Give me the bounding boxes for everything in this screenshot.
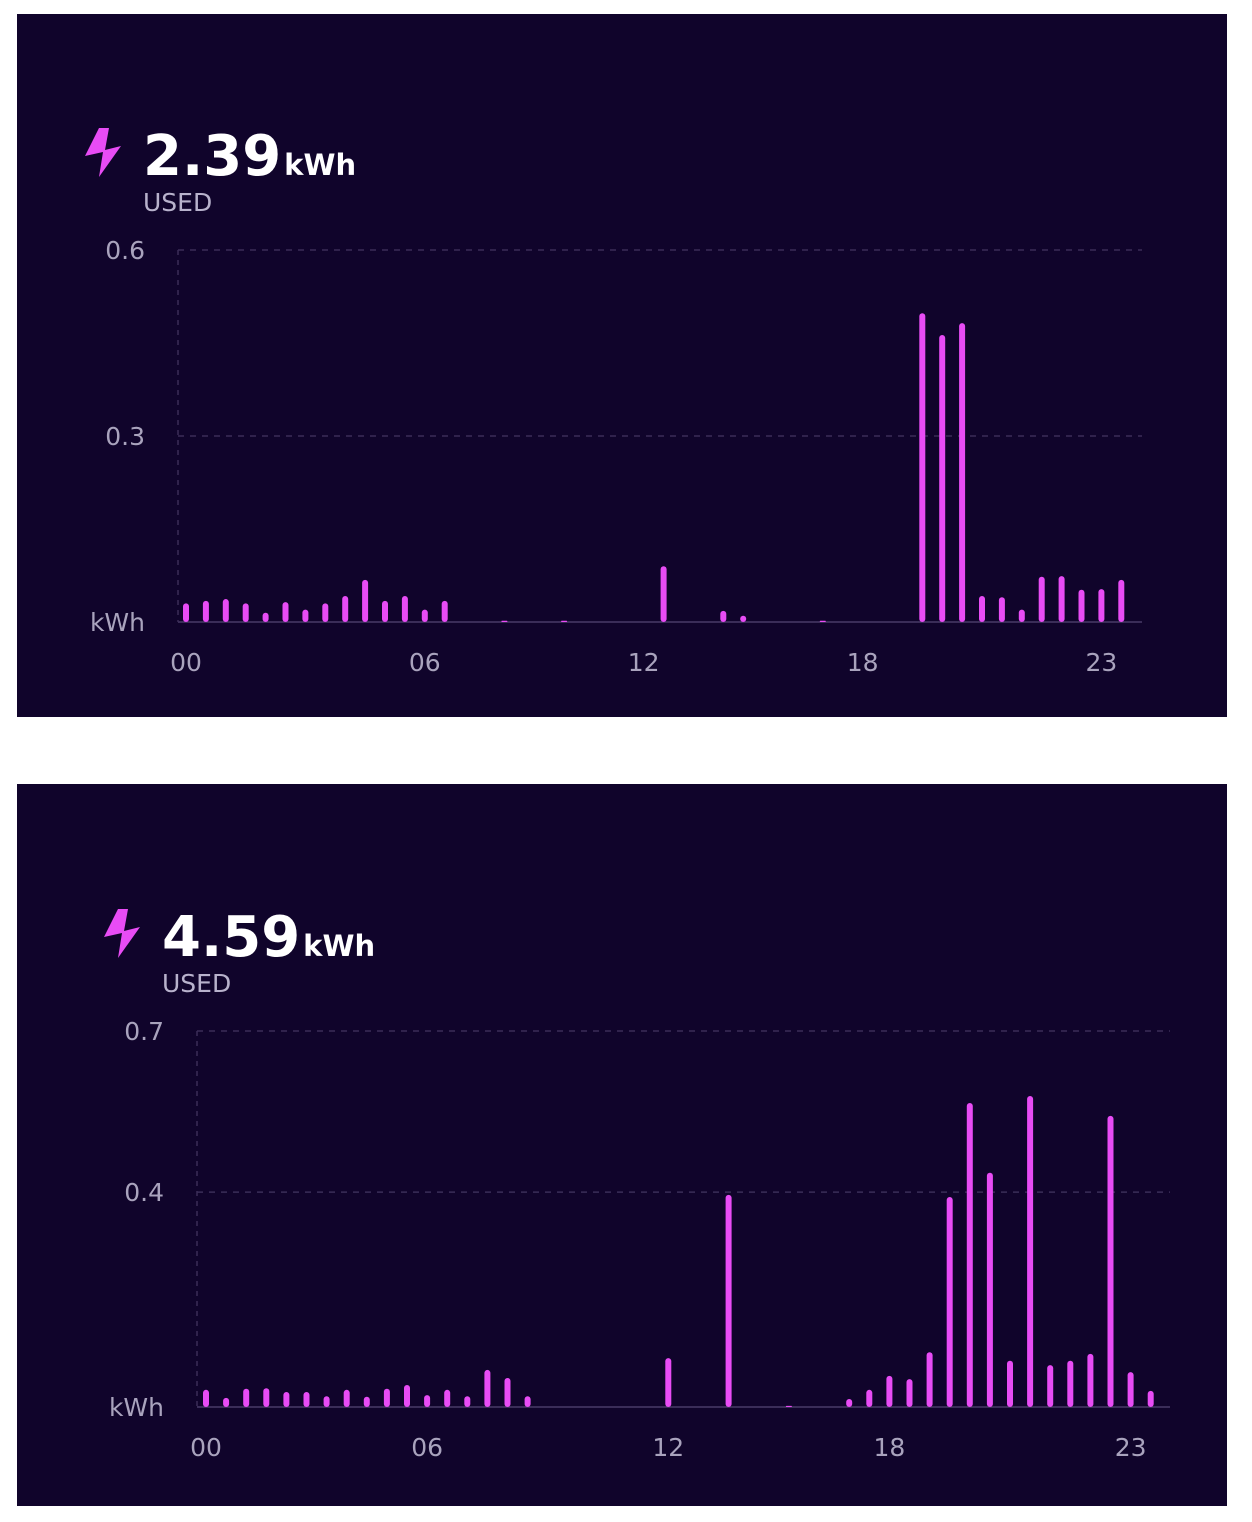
bar [1087, 1353, 1094, 1407]
bar [660, 566, 667, 622]
bar [1118, 579, 1125, 622]
x-tick-label: 23 [1115, 1433, 1147, 1462]
bar [1058, 576, 1065, 622]
bar [464, 1396, 471, 1407]
total: 2.39 kWh [143, 124, 356, 189]
bar [223, 1397, 230, 1407]
bar [939, 334, 946, 622]
bar [1127, 1372, 1134, 1407]
bar [362, 579, 369, 622]
card [17, 14, 1227, 717]
bar [363, 1396, 370, 1407]
bar [504, 1377, 511, 1407]
bar [966, 1102, 973, 1407]
subtitle: USED [143, 188, 212, 217]
bar [1038, 576, 1045, 622]
x-tick-label: 12 [652, 1433, 684, 1462]
bar [282, 602, 289, 622]
y-tick-label: 0.6 [105, 236, 145, 265]
y-tick-label: kWh [109, 1393, 164, 1422]
bar [203, 1389, 209, 1407]
bar [725, 1194, 732, 1407]
bar [323, 1396, 330, 1407]
bar [919, 313, 926, 622]
total-unit: kWh [303, 929, 375, 963]
x-tick-label: 00 [190, 1433, 222, 1462]
x-tick-label: 12 [628, 648, 660, 677]
x-tick-label: 06 [409, 648, 441, 677]
bar [484, 1369, 491, 1407]
bar [866, 1389, 873, 1407]
y-tick-label: kWh [90, 608, 145, 637]
card [17, 784, 1227, 1506]
subtitle: USED [162, 969, 231, 998]
bar [561, 620, 568, 622]
bar [262, 612, 269, 622]
bar [444, 1389, 451, 1407]
total-value: 2.39 [143, 124, 281, 189]
bar [382, 600, 388, 622]
bar [421, 609, 428, 622]
y-tick-label: 0.7 [124, 1017, 164, 1046]
bar [424, 1395, 431, 1407]
bar [183, 603, 189, 622]
x-tick-label: 06 [411, 1433, 443, 1462]
x-tick-label: 23 [1085, 648, 1117, 677]
bar [322, 603, 329, 622]
bar [740, 615, 747, 622]
bar [1147, 1390, 1154, 1407]
bar [986, 1172, 993, 1407]
bar [404, 1384, 410, 1407]
y-tick-label: 0.3 [105, 422, 145, 451]
bar [242, 603, 249, 622]
total-unit: kWh [284, 148, 356, 182]
bar [1047, 1365, 1054, 1407]
bar [302, 609, 309, 622]
bar [303, 1391, 310, 1407]
bar [665, 1358, 672, 1407]
bar [819, 620, 826, 622]
bar [946, 1196, 953, 1407]
bar [906, 1379, 913, 1407]
bar [222, 599, 229, 622]
x-tick-label: 18 [873, 1433, 905, 1462]
bar [283, 1391, 290, 1407]
bolt-icon [85, 128, 121, 177]
x-tick-label: 00 [170, 648, 202, 677]
bar [1007, 1360, 1013, 1407]
y-tick-label: 0.4 [124, 1178, 164, 1207]
bar [926, 1352, 933, 1407]
bar [243, 1388, 250, 1407]
bolt-icon [104, 909, 140, 958]
x-tick-label: 18 [847, 648, 879, 677]
bar [998, 597, 1005, 622]
bar [846, 1398, 853, 1407]
bar [720, 610, 727, 622]
bar [202, 600, 209, 622]
bar [785, 1405, 792, 1407]
bar [401, 595, 408, 622]
bar [263, 1388, 270, 1407]
bar [501, 620, 508, 622]
total-value: 4.59 [162, 905, 300, 970]
bar [1078, 589, 1085, 622]
bar [343, 1389, 350, 1407]
bar [1018, 609, 1025, 622]
bar [979, 595, 985, 622]
bar [1107, 1115, 1114, 1407]
bar [524, 1396, 531, 1407]
bar [441, 600, 448, 622]
total: 4.59 kWh [162, 905, 375, 970]
bar [383, 1388, 390, 1407]
bar [342, 595, 349, 622]
bar [1098, 589, 1105, 622]
bar [886, 1375, 893, 1407]
bar [1027, 1095, 1034, 1407]
bar [1067, 1360, 1074, 1407]
bar [959, 323, 966, 622]
